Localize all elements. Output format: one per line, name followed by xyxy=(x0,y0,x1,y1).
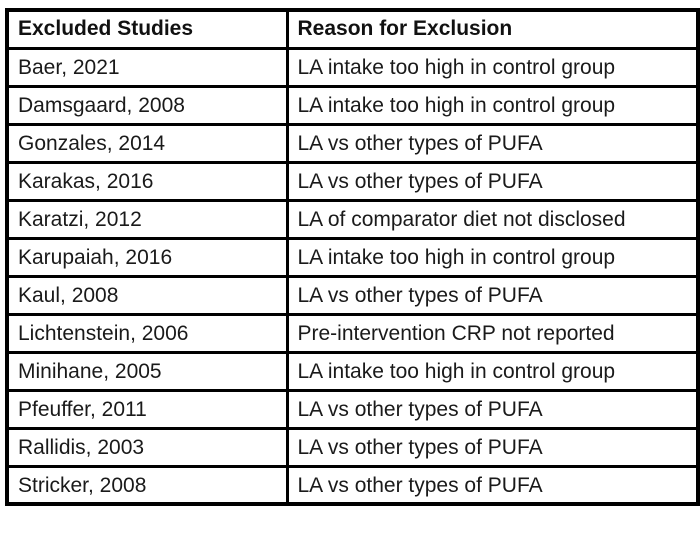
excluded-studies-table-container: Excluded Studies Reason for Exclusion Ba… xyxy=(5,8,700,506)
reason-cell: LA vs other types of PUFA xyxy=(285,160,700,202)
reason-cell: Pre-intervention CRP not reported xyxy=(285,312,700,354)
table-row: Stricker, 2008 LA vs other types of PUFA xyxy=(5,464,700,506)
table-row: Minihane, 2005 LA intake too high in con… xyxy=(5,350,700,392)
study-cell: Rallidis, 2003 xyxy=(5,426,289,468)
reason-cell: LA intake too high in control group xyxy=(285,46,700,88)
column-header-excluded-studies: Excluded Studies xyxy=(5,8,289,50)
table-row: Pfeuffer, 2011 LA vs other types of PUFA xyxy=(5,388,700,430)
reason-cell: LA of comparator diet not disclosed xyxy=(285,198,700,240)
table-row: Rallidis, 2003 LA vs other types of PUFA xyxy=(5,426,700,468)
study-cell: Damsgaard, 2008 xyxy=(5,84,289,126)
study-cell: Karakas, 2016 xyxy=(5,160,289,202)
excluded-studies-table: Excluded Studies Reason for Exclusion Ba… xyxy=(5,8,700,506)
table-row: Lichtenstein, 2006 Pre-intervention CRP … xyxy=(5,312,700,354)
table-row: Karakas, 2016 LA vs other types of PUFA xyxy=(5,160,700,202)
table-row: Baer, 2021 LA intake too high in control… xyxy=(5,46,700,88)
reason-cell: LA intake too high in control group xyxy=(285,236,700,278)
study-cell: Minihane, 2005 xyxy=(5,350,289,392)
study-cell: Stricker, 2008 xyxy=(5,464,289,506)
table-row: Karupaiah, 2016 LA intake too high in co… xyxy=(5,236,700,278)
study-cell: Kaul, 2008 xyxy=(5,274,289,316)
reason-cell: LA intake too high in control group xyxy=(285,84,700,126)
reason-cell: LA vs other types of PUFA xyxy=(285,122,700,164)
table-row: Karatzi, 2012 LA of comparator diet not … xyxy=(5,198,700,240)
table-row: Kaul, 2008 LA vs other types of PUFA xyxy=(5,274,700,316)
study-cell: Karupaiah, 2016 xyxy=(5,236,289,278)
study-cell: Pfeuffer, 2011 xyxy=(5,388,289,430)
column-header-reason-for-exclusion: Reason for Exclusion xyxy=(285,8,700,50)
reason-cell: LA vs other types of PUFA xyxy=(285,274,700,316)
reason-cell: LA vs other types of PUFA xyxy=(285,388,700,430)
study-cell: Baer, 2021 xyxy=(5,46,289,88)
table-row: Gonzales, 2014 LA vs other types of PUFA xyxy=(5,122,700,164)
header-row: Excluded Studies Reason for Exclusion xyxy=(5,8,700,50)
reason-cell: LA intake too high in control group xyxy=(285,350,700,392)
study-cell: Lichtenstein, 2006 xyxy=(5,312,289,354)
study-cell: Karatzi, 2012 xyxy=(5,198,289,240)
study-cell: Gonzales, 2014 xyxy=(5,122,289,164)
reason-cell: LA vs other types of PUFA xyxy=(285,426,700,468)
reason-cell: LA vs other types of PUFA xyxy=(285,464,700,506)
table-row: Damsgaard, 2008 LA intake too high in co… xyxy=(5,84,700,126)
